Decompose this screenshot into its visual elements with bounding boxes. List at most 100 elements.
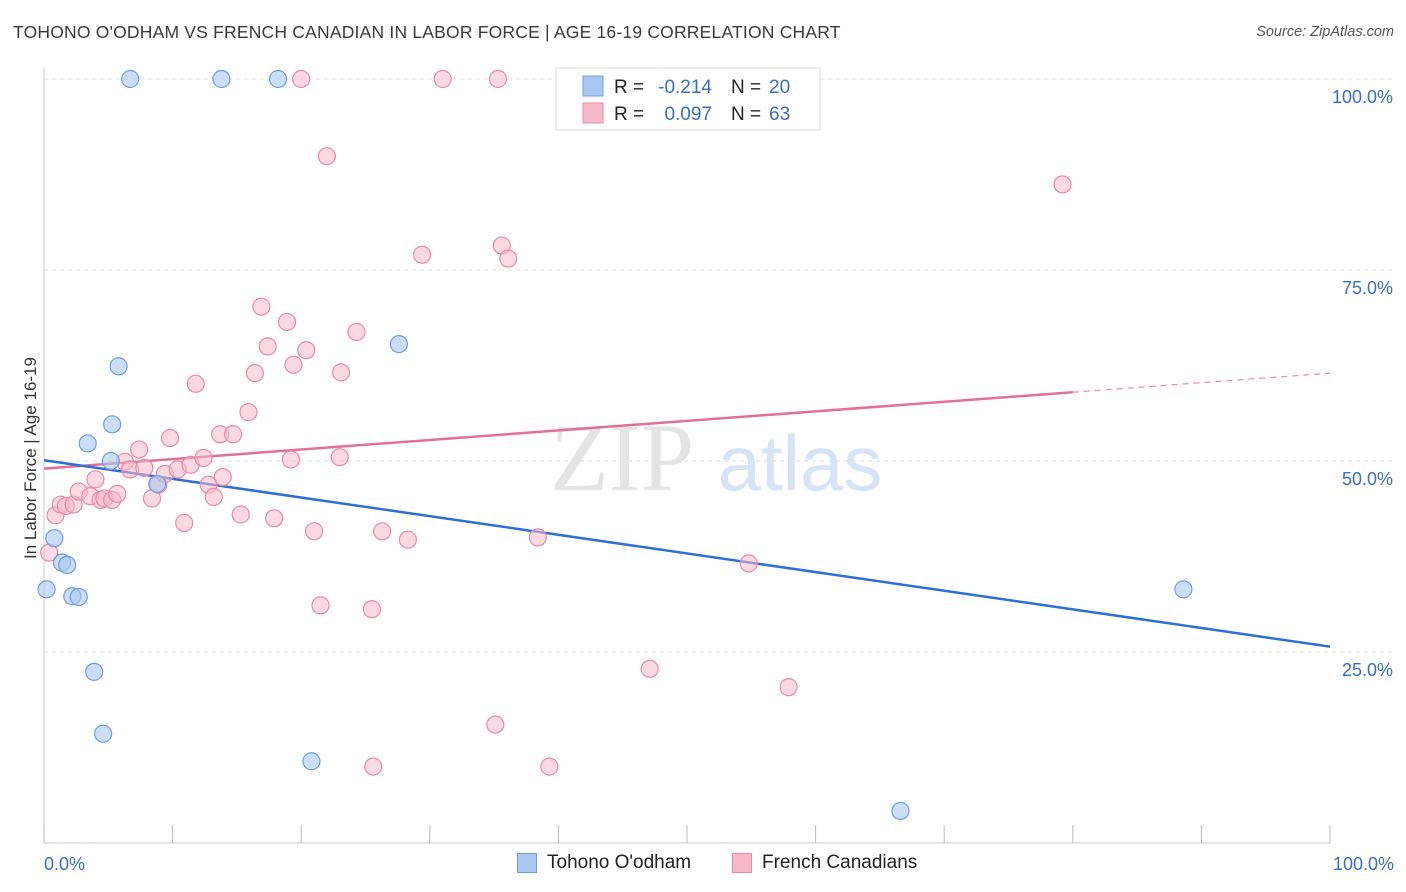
legend-item-french-canadians[interactable]: French Canadians xyxy=(732,852,917,874)
data-point-french-canadians xyxy=(373,522,392,541)
data-point-tohono-oodham xyxy=(78,434,97,453)
watermark-zip: ZIP xyxy=(550,404,694,511)
data-point-french-canadians xyxy=(86,470,105,489)
y-tick-label: 75.0% xyxy=(1342,278,1393,298)
data-point-tohono-oodham xyxy=(94,724,113,743)
data-point-tohono-oodham xyxy=(103,415,122,434)
data-point-french-canadians xyxy=(528,528,547,547)
data-point-tohono-oodham xyxy=(212,69,231,89)
x-tick-label-max: 100.0% xyxy=(1333,854,1394,874)
y-tick-label: 100.0% xyxy=(1332,87,1393,107)
data-point-french-canadians xyxy=(265,509,284,528)
data-point-tohono-oodham xyxy=(302,752,321,771)
data-point-french-canadians xyxy=(130,440,149,459)
data-point-french-canadians xyxy=(311,596,330,615)
data-point-french-canadians xyxy=(1053,175,1072,194)
data-point-tohono-oodham xyxy=(45,529,64,548)
data-point-tohono-oodham xyxy=(148,474,167,494)
data-point-french-canadians xyxy=(186,374,205,393)
axes xyxy=(43,68,1331,844)
grid-lines xyxy=(44,78,1393,653)
data-point-french-canadians xyxy=(362,600,382,619)
data-point-tohono-oodham xyxy=(58,555,77,575)
data-point-tohono-oodham xyxy=(69,587,88,607)
stats-legend-r-value: -0.214 xyxy=(658,77,712,98)
data-point-french-canadians xyxy=(108,484,127,503)
y-tick-labels: 25.0% 50.0% 75.0% 100.0% xyxy=(1332,87,1393,680)
data-point-tohono-oodham xyxy=(1174,580,1193,599)
stats-legend-swatch-pink xyxy=(582,102,604,124)
data-point-french-canadians xyxy=(364,757,383,776)
watermark-atlas: atlas xyxy=(718,419,883,507)
tohono-oodham-trend-line xyxy=(43,458,1331,648)
legend-swatch-blue xyxy=(517,853,537,873)
y-tick-label: 50.0% xyxy=(1342,469,1393,489)
data-point-french-canadians xyxy=(640,659,659,678)
data-point-tohono-oodham xyxy=(891,801,910,821)
data-point-tohono-oodham xyxy=(101,451,120,471)
data-point-french-canadians xyxy=(739,554,758,573)
data-point-tohono-oodham xyxy=(85,662,104,681)
data-point-french-canadians xyxy=(194,448,213,468)
legend-item-tohono-oodham[interactable]: Tohono O'odham xyxy=(517,852,691,874)
data-point-french-canadians xyxy=(135,458,154,477)
data-point-tohono-oodham xyxy=(389,335,409,354)
stats-legend-swatch-blue xyxy=(582,75,604,97)
series-legend: Tohono O'odham French Canadians xyxy=(0,852,1406,878)
data-point-french-canadians xyxy=(175,513,194,532)
stats-legend-n-label: N = xyxy=(731,104,761,125)
y-axis-title: In Labor Force | Age 16-19 xyxy=(21,357,40,559)
data-point-tohono-oodham xyxy=(268,69,288,89)
stats-legend-r-label: R = xyxy=(614,77,644,98)
data-point-french-canadians xyxy=(347,322,366,341)
stats-legend-n-label: N = xyxy=(731,77,761,98)
legend-swatch-pink xyxy=(732,853,752,873)
data-point-french-canadians xyxy=(398,530,418,549)
x-tick-label-min: 0.0% xyxy=(44,854,85,874)
data-point-french-canadians xyxy=(204,487,223,507)
source-credit: Source: ZipAtlas.com xyxy=(1256,24,1394,40)
data-point-french-canadians xyxy=(486,715,505,734)
legend-label: French Canadians xyxy=(762,852,918,873)
data-point-french-canadians xyxy=(297,341,316,360)
stats-legend-r-label: R = xyxy=(614,104,644,125)
data-point-french-canadians xyxy=(779,678,798,697)
data-point-french-canadians xyxy=(245,364,265,383)
stats-legend-n-value: 20 xyxy=(769,77,790,98)
data-point-french-canadians xyxy=(499,249,518,268)
data-point-french-canadians xyxy=(277,312,297,332)
data-point-tohono-oodham xyxy=(37,580,56,599)
data-point-french-canadians xyxy=(252,297,271,316)
data-point-french-canadians xyxy=(330,448,349,467)
data-point-french-canadians xyxy=(223,425,243,444)
data-point-french-canadians xyxy=(231,505,250,524)
stats-legend: R = -0.214 N = 20 R = 0.097 N = 63 xyxy=(555,67,821,131)
french-canadians-trend-extension xyxy=(1072,372,1331,393)
data-point-tohono-oodham xyxy=(109,357,128,376)
chart-title: TOHONO O'ODHAM VS FRENCH CANADIAN IN LAB… xyxy=(13,22,841,42)
data-point-french-canadians xyxy=(317,147,337,166)
tohono-oodham-points xyxy=(37,69,1193,821)
data-point-french-canadians xyxy=(213,467,232,487)
data-point-french-canadians xyxy=(331,363,351,382)
data-point-french-canadians xyxy=(304,522,324,541)
data-point-french-canadians xyxy=(488,69,508,89)
data-point-french-canadians xyxy=(258,337,277,356)
data-point-french-canadians xyxy=(160,428,180,448)
french-canadians-trend-line xyxy=(43,390,1073,470)
data-point-french-canadians xyxy=(281,450,301,469)
trend-lines xyxy=(43,372,1331,648)
stats-legend-n-value: 63 xyxy=(769,104,790,125)
stats-legend-r-value: 0.097 xyxy=(664,104,712,125)
legend-label: Tohono O'odham xyxy=(547,852,692,873)
french-canadians-points xyxy=(40,69,1072,776)
data-point-french-canadians xyxy=(540,757,559,776)
data-point-french-canadians xyxy=(284,355,303,374)
data-point-french-canadians xyxy=(412,245,432,264)
data-point-french-canadians xyxy=(239,403,258,422)
data-point-french-canadians xyxy=(433,69,452,89)
data-point-french-canadians xyxy=(292,69,311,89)
data-point-tohono-oodham xyxy=(121,69,140,89)
y-tick-label: 25.0% xyxy=(1342,660,1393,680)
